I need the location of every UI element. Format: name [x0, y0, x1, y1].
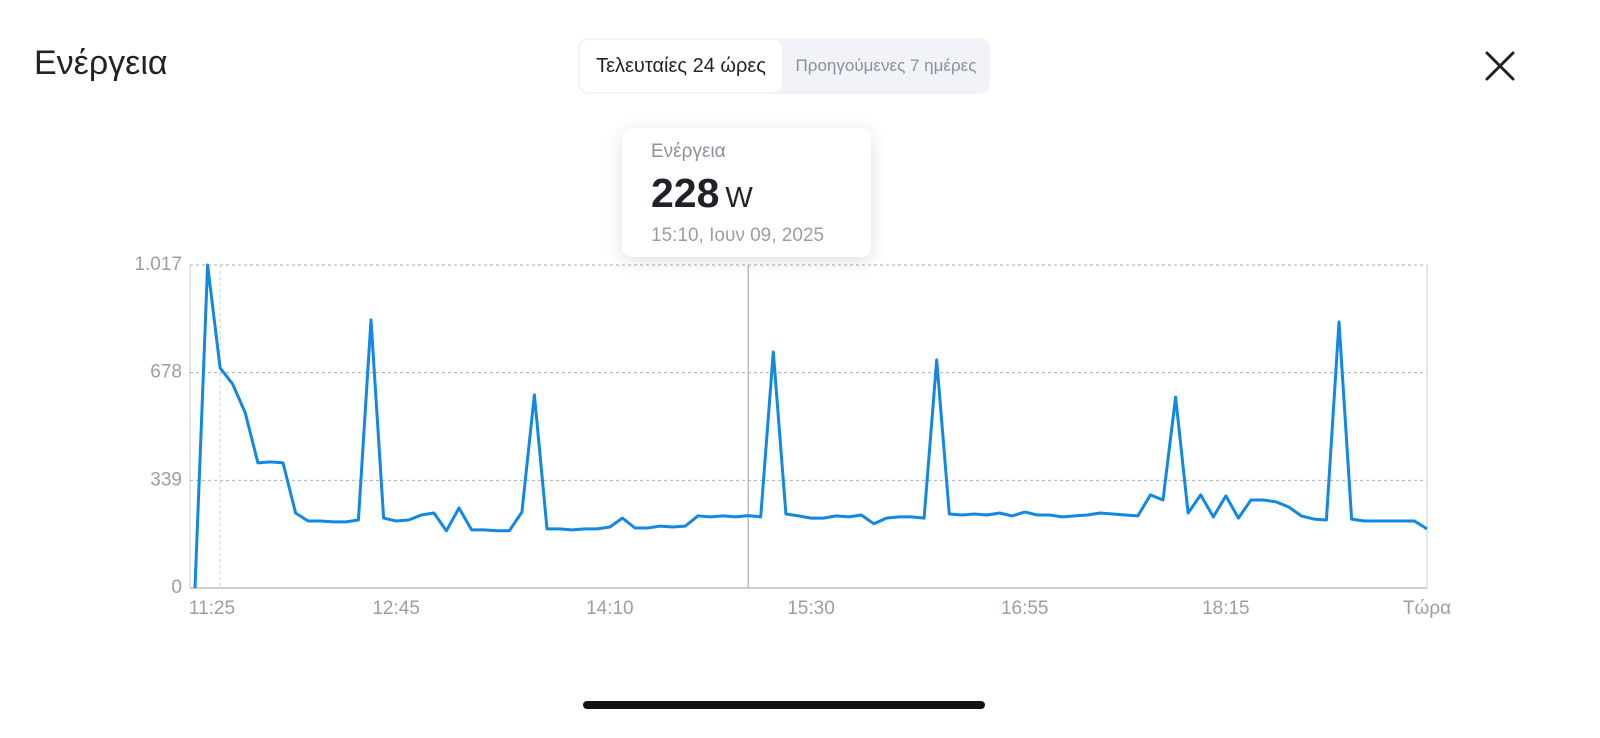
close-button[interactable] [1484, 50, 1516, 82]
page-title: Ενέργεια [34, 44, 168, 82]
x-tick-label: Τώρα [1403, 598, 1451, 619]
x-tick-label: 11:25 [189, 598, 235, 619]
tab-24h[interactable]: Τελευταίες 24 ώρες [580, 40, 782, 92]
y-tick-label: 0 [171, 577, 182, 598]
x-tick-label: 12:45 [372, 598, 420, 619]
home-indicator [583, 701, 985, 709]
tooltip: Ενέργεια 228 W 15:10, Ιουν 09, 2025 [622, 128, 871, 257]
tooltip-value-row: 228 W [651, 170, 753, 217]
tooltip-unit: W [725, 182, 753, 214]
tab-bar: Τελευταίες 24 ώρες Προηγούμενες 7 ημέρες [578, 38, 990, 94]
x-tick-label: 15:30 [787, 598, 835, 619]
y-tick-label: 339 [150, 469, 182, 490]
x-tick-label: 14:10 [586, 598, 634, 619]
close-icon [1485, 51, 1515, 81]
y-tick-label: 1.017 [134, 254, 182, 275]
tooltip-time: 15:10, Ιουν 09, 2025 [651, 225, 825, 246]
x-tick-label: 18:15 [1202, 598, 1250, 619]
x-tick-label: 16:55 [1001, 598, 1049, 619]
y-tick-label: 678 [150, 362, 182, 383]
tab-7d[interactable]: Προηγούμενες 7 ημέρες [795, 56, 977, 75]
tooltip-label: Ενέργεια [651, 141, 726, 162]
tooltip-value: 228 [651, 170, 720, 216]
data-line [193, 263, 1428, 589]
